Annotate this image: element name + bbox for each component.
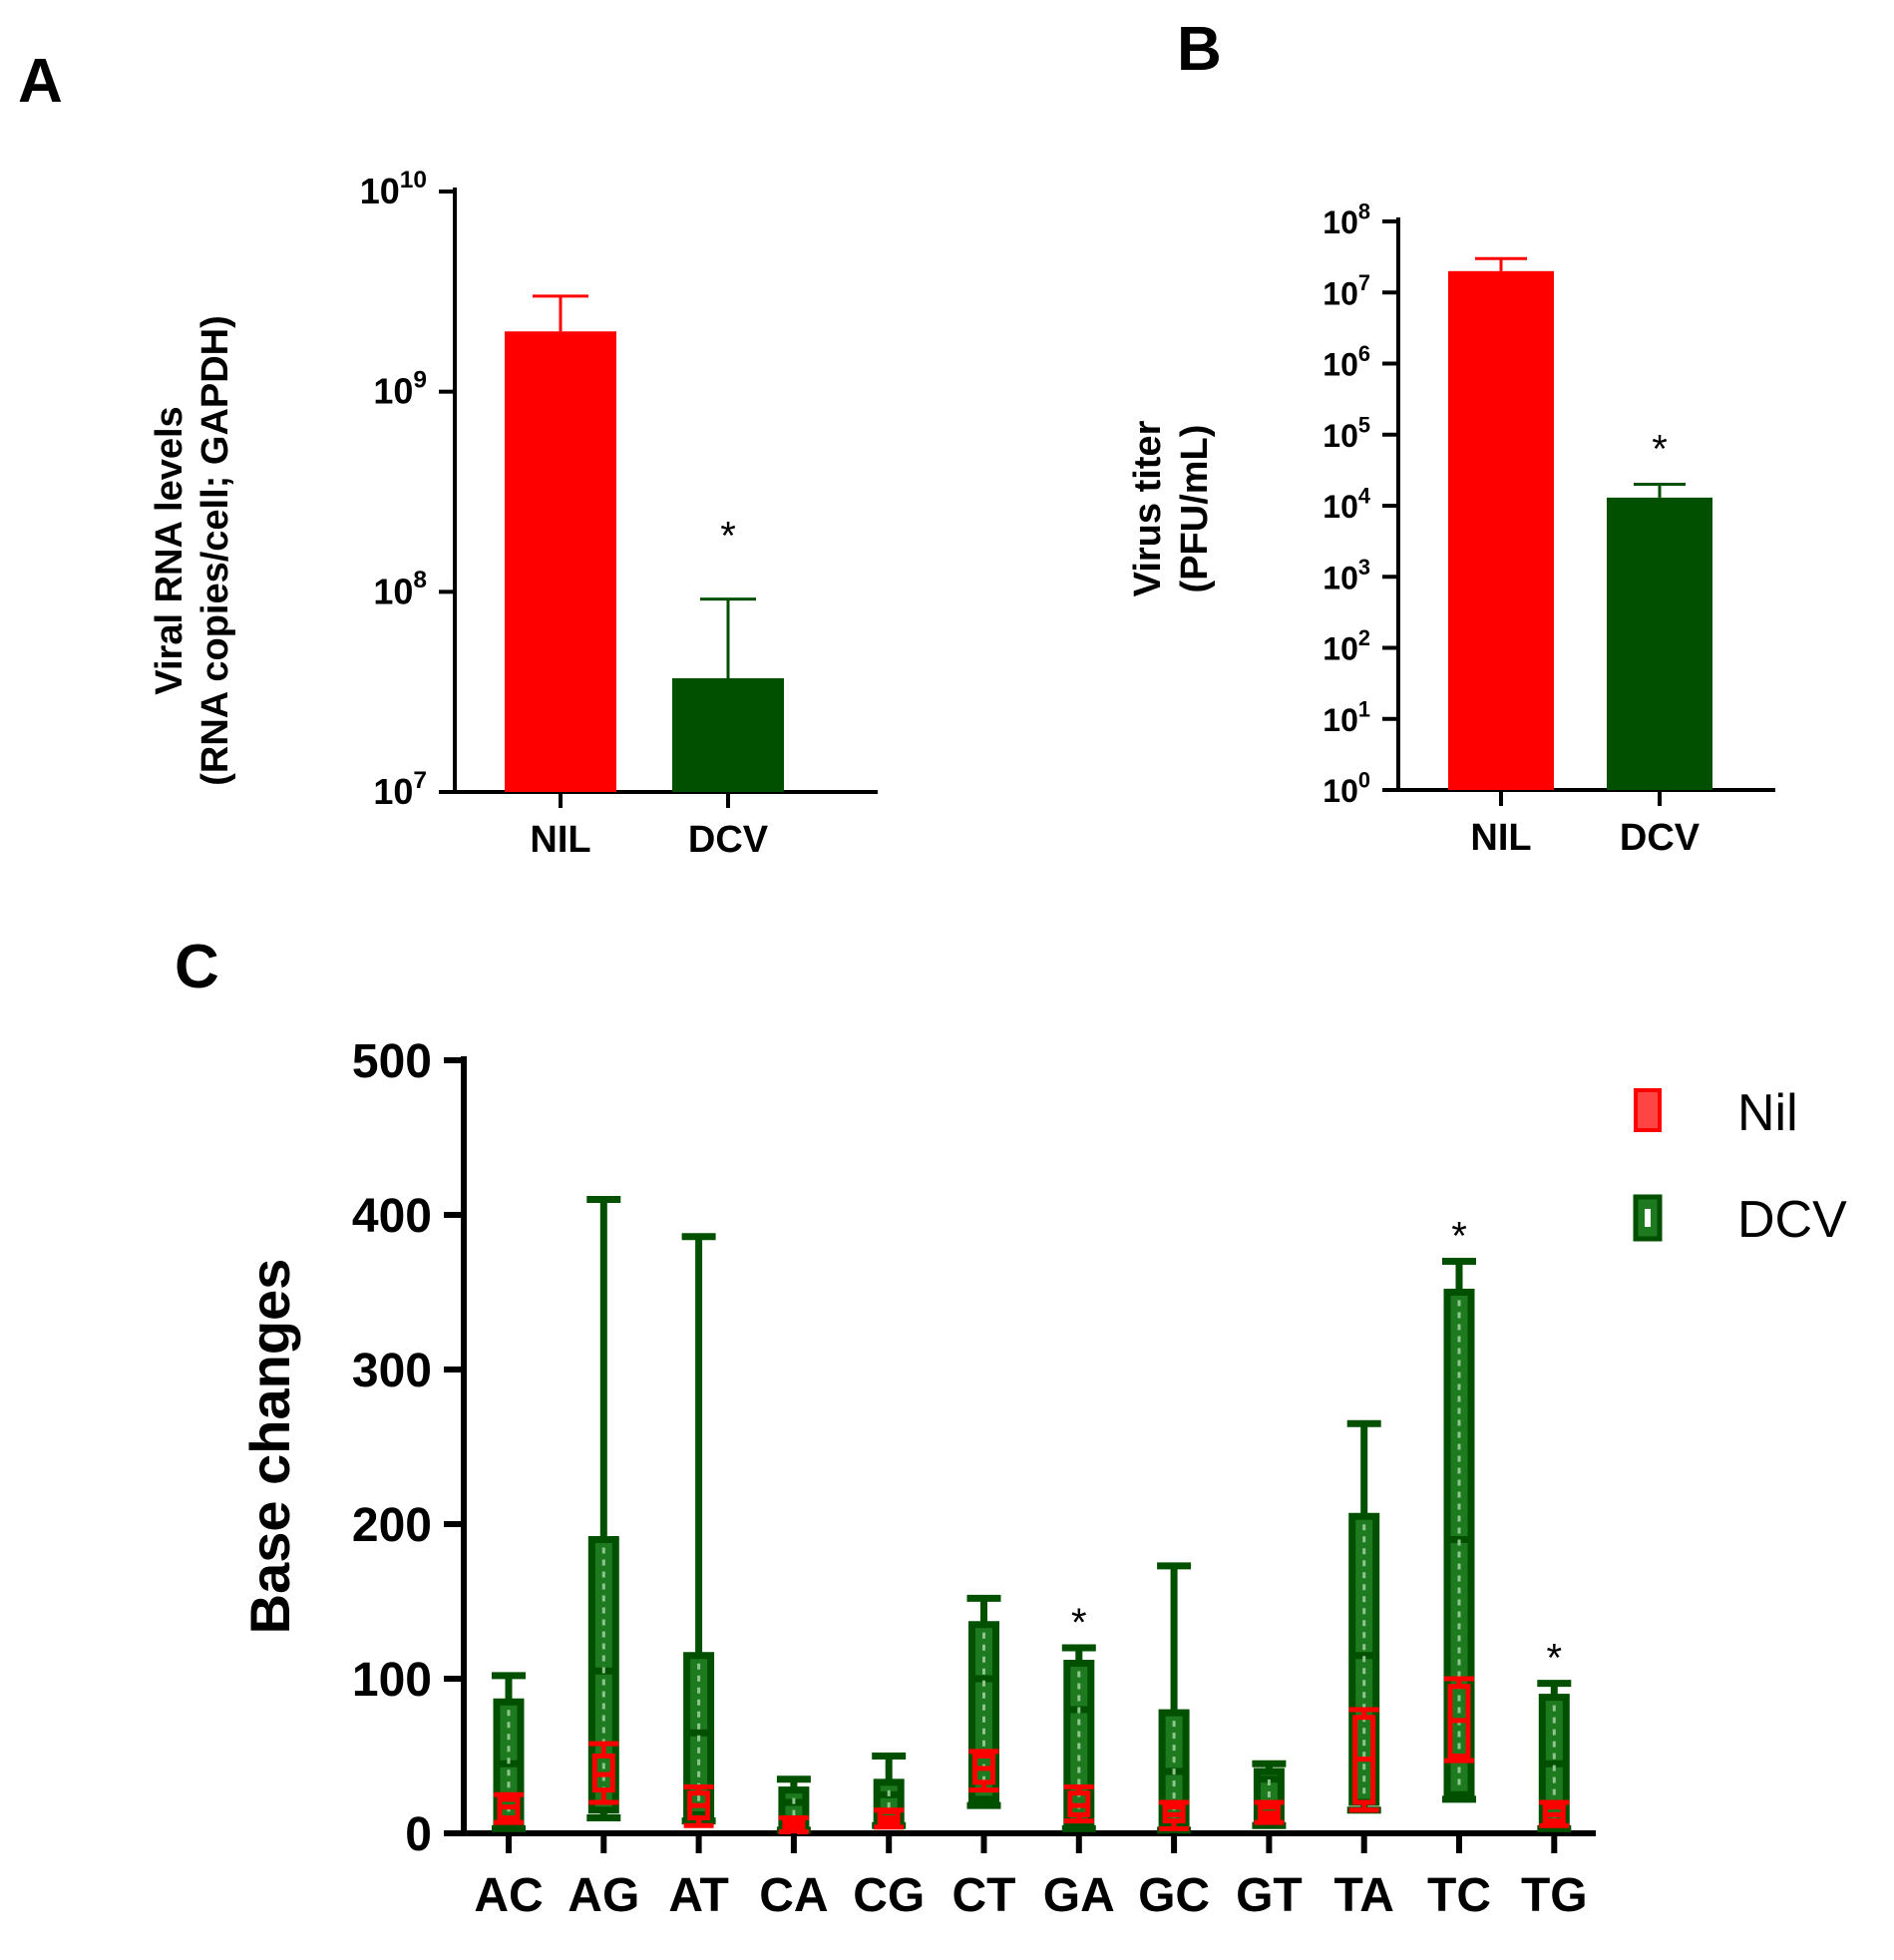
legend-dcv-swatch-inner (1645, 1209, 1651, 1227)
panel-c-y-tick-label: 0 (405, 1808, 432, 1861)
panel-c-x-label: TC (1427, 1869, 1491, 1922)
panel-a-y-tick-label: 108 (373, 567, 427, 611)
panel-c-ylabel: Base changes (238, 1259, 301, 1635)
panel-c-x-label: GT (1236, 1869, 1303, 1922)
panel-b-y-tick-label: 105 (1323, 412, 1370, 453)
panel-a-bar-nil (505, 331, 616, 792)
panel-b-significance-star: * (1652, 428, 1668, 472)
legend-nil-swatch (1634, 1088, 1662, 1132)
legend-nil-label: Nil (1737, 1084, 1798, 1142)
panel-c-x-label: AC (474, 1869, 543, 1922)
panel-c-y-tick-label: 100 (352, 1654, 432, 1707)
panel-b-y-tick-label: 104 (1323, 484, 1370, 525)
panel-c-x-label: AT (668, 1869, 728, 1922)
panel-b-ylabel-line1: Virus titer (1127, 420, 1169, 596)
panel-b-bar-dcv (1607, 497, 1712, 790)
panel-b-y-tick-label: 107 (1323, 270, 1370, 311)
panel-b-y-tick-label: 106 (1323, 341, 1370, 382)
panel-c-x-label: GA (1043, 1869, 1115, 1922)
panel-c-significance-star: * (1071, 1601, 1087, 1645)
panel-c-significance-star: * (1547, 1637, 1563, 1681)
panel-c-x-label: AG (568, 1869, 639, 1922)
panel-c-x-label: CA (759, 1869, 828, 1922)
panel-b-y-tick-label: 102 (1323, 625, 1370, 666)
panel-c-chart: 0 100 200 300 400 500 AC AG AT CA CG CT GA * GC GT TA TC *… (238, 1035, 1847, 1922)
panel-label-a: A (18, 47, 63, 116)
panel-a-x-label: DCV (688, 819, 769, 861)
panel-a-chart: 107 108 109 1010 NIL DCV * Viral RNA levels (R… (149, 167, 878, 861)
panel-a-y-tick-label: 1010 (360, 167, 427, 211)
legend-dcv-label: DCV (1737, 1191, 1847, 1249)
panel-c-x-label: CG (853, 1869, 925, 1922)
panel-c-y-tick-label: 200 (352, 1499, 432, 1552)
panel-b-chart: 100 101 102 103 104 105 106 107 108 NIL DCV * Virus… (1127, 199, 1775, 859)
panel-c-x-label: GC (1138, 1869, 1210, 1922)
panel-b-bar-nil (1448, 270, 1554, 790)
panel-a-x-label: NIL (530, 819, 590, 861)
panel-a-y-tick-label: 109 (373, 366, 427, 411)
panel-c-x-label: TA (1333, 1869, 1393, 1922)
panel-a-bar-dcv (672, 677, 784, 792)
panel-a-ylabel-line2: (RNA copies/cell; GAPDH) (194, 315, 236, 786)
panel-c-x-label: CT (952, 1869, 1016, 1922)
panel-c-legend: Nil DCV (1633, 1084, 1847, 1249)
panel-b-x-label: NIL (1470, 817, 1531, 859)
panel-c-significance-star: * (1451, 1215, 1467, 1259)
panel-label-b: B (1177, 15, 1222, 84)
panel-a-y-tick-label: 107 (373, 767, 427, 812)
panel-a-significance-star: * (720, 515, 736, 559)
panel-b-y-tick-label: 101 (1323, 696, 1370, 737)
panel-c-y-tick-label: 400 (352, 1190, 432, 1243)
panel-b-ylabel-line2: (PFU/mL) (1174, 425, 1216, 593)
panel-b-x-label: DCV (1620, 817, 1701, 859)
panel-b-y-tick-label: 103 (1323, 555, 1370, 595)
panel-b-y-tick-label: 108 (1323, 199, 1370, 240)
panel-c-y-tick-label: 500 (352, 1035, 432, 1088)
panel-label-c: C (175, 933, 219, 1001)
panel-b-y-tick-label: 100 (1323, 768, 1370, 809)
panel-a-ylabel-line1: Viral RNA levels (149, 406, 190, 694)
panel-c-x-label: TG (1521, 1869, 1588, 1922)
panel-c-y-tick-label: 300 (352, 1345, 432, 1397)
